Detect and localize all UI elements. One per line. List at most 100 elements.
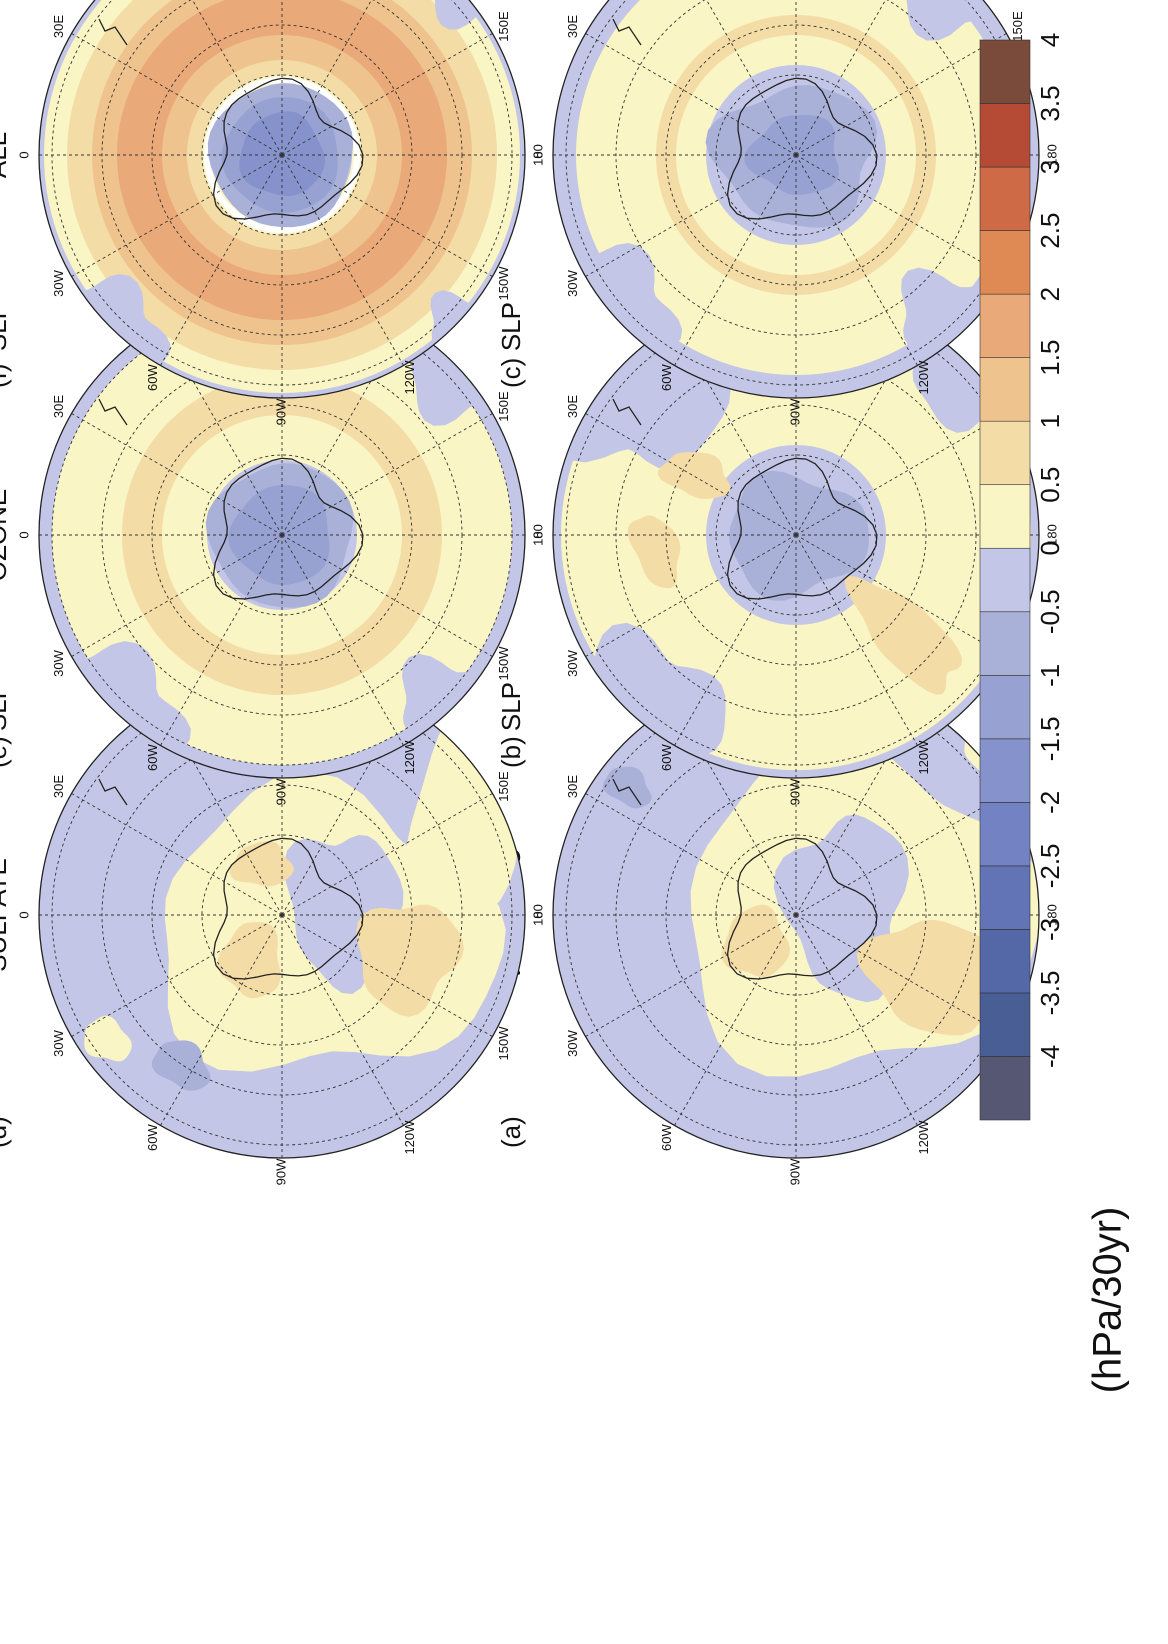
units-label: (hPa/30yr) bbox=[1086, 1207, 1130, 1394]
longitude-label: 120W bbox=[916, 360, 931, 395]
field-anomaly bbox=[844, 576, 963, 695]
colorbar-tick-label: -0.5 bbox=[1035, 589, 1065, 634]
longitude-label: 60W bbox=[659, 363, 674, 390]
colorbar-tick-label: -4 bbox=[1035, 1045, 1065, 1068]
panel-title: OZONE bbox=[0, 489, 12, 581]
field-anomaly bbox=[627, 515, 681, 589]
meridian-line bbox=[281, 154, 493, 277]
panel-b: 150E120E90E60E30E030W60W90W120W150W180(b… bbox=[496, 266, 1060, 805]
longitude-label: 120W bbox=[916, 1120, 931, 1155]
longitude-label: 150E bbox=[1010, 11, 1025, 42]
colorbar-tick-label: -3 bbox=[1035, 918, 1065, 941]
longitude-label: 150E bbox=[496, 11, 511, 42]
colorbar-tick-label: -3.5 bbox=[1035, 971, 1065, 1016]
field-anomaly bbox=[728, 470, 869, 601]
meridian-line bbox=[71, 33, 283, 156]
colorbar-swatch bbox=[979, 929, 1031, 994]
colorbar-tick-label: 3.5 bbox=[1035, 85, 1065, 121]
meridian-line bbox=[674, 154, 797, 366]
field-anomaly bbox=[356, 904, 464, 1017]
longitude-label: 180 bbox=[530, 904, 545, 926]
meridian-line bbox=[281, 324, 404, 536]
longitude-label: 150W bbox=[496, 646, 511, 681]
meridian-line bbox=[281, 154, 404, 366]
longitude-label: 30E bbox=[51, 15, 66, 38]
panel-a: 150E120E90E60E30E030W60W90W120W150W180(a… bbox=[496, 646, 1060, 1185]
colorbar-tick-label: 1 bbox=[1035, 414, 1065, 428]
meridian-line bbox=[160, 0, 283, 156]
latitude-circle bbox=[151, 784, 413, 1046]
colorbar: -4 -3.5 -3 -2.5 -2 -1.5 -1 -0.5 0 0.5 1 1.5 2 2.5 3 3.5… bbox=[979, 33, 1065, 1121]
longitude-label: 60W bbox=[659, 1123, 674, 1150]
field-anomaly bbox=[744, 115, 839, 196]
colorbar-tick-label: 0 bbox=[1035, 541, 1065, 555]
longitude-label: 90W bbox=[787, 778, 802, 805]
meridian-line bbox=[160, 324, 283, 536]
panel-letter: (b) bbox=[496, 736, 526, 768]
longitude-label: 120W bbox=[402, 740, 417, 775]
field-band bbox=[576, 0, 1016, 375]
meridian-line bbox=[795, 413, 1007, 536]
longitude-label: 180 bbox=[1044, 904, 1059, 926]
longitude-label: 0 bbox=[530, 151, 545, 158]
longitude-label: 180 bbox=[1044, 524, 1059, 546]
longitude-label: 30E bbox=[565, 15, 580, 38]
panel-variable: SLP bbox=[496, 682, 526, 731]
longitude-label: 90W bbox=[787, 398, 802, 425]
meridian-line bbox=[795, 0, 918, 156]
longitude-label: 180 bbox=[1044, 144, 1059, 166]
new-zealand-coastline bbox=[612, 398, 642, 426]
meridian-line bbox=[281, 413, 493, 536]
colorbar-tick-label: 2 bbox=[1035, 287, 1065, 301]
panel-letter: (d) bbox=[0, 1116, 12, 1148]
longitude-label: 30W bbox=[51, 1029, 66, 1056]
meridian-line bbox=[281, 704, 404, 916]
panel-field bbox=[553, 672, 1039, 1158]
meridian-line bbox=[585, 33, 797, 156]
meridian-line bbox=[795, 33, 1007, 156]
latitude-circle bbox=[151, 24, 413, 286]
latitude-circle bbox=[665, 24, 927, 286]
longitude-label: 180 bbox=[530, 524, 545, 546]
panel-border bbox=[552, 0, 1040, 399]
longitude-label: 90W bbox=[787, 1158, 802, 1185]
new-zealand-coastline bbox=[98, 18, 128, 46]
meridian-line bbox=[71, 534, 283, 657]
panel-field bbox=[39, 0, 525, 398]
colorbar-swatch bbox=[979, 357, 1031, 422]
meridian-line bbox=[795, 914, 918, 1126]
panel-letter: (a) bbox=[496, 1116, 526, 1148]
meridian-line bbox=[795, 324, 918, 536]
colorbar-tick-label: 3 bbox=[1035, 160, 1065, 174]
longitude-label: 30W bbox=[51, 269, 66, 296]
meridian-line bbox=[585, 534, 797, 657]
longitude-label: 120W bbox=[402, 360, 417, 395]
colorbar-tick-label: 0.5 bbox=[1035, 467, 1065, 503]
panel-letter: (f) bbox=[0, 363, 12, 388]
longitude-label: 180 bbox=[530, 144, 545, 166]
meridian-line bbox=[674, 0, 797, 156]
meridian-line bbox=[281, 534, 493, 657]
meridian-line bbox=[71, 914, 283, 1037]
longitude-label: 60W bbox=[145, 363, 160, 390]
panel-field bbox=[553, 0, 1039, 398]
colorbar-swatch bbox=[979, 293, 1031, 358]
field-anomaly bbox=[721, 904, 790, 978]
colorbar-tick-label: -2 bbox=[1035, 791, 1065, 814]
longitude-label: 120W bbox=[402, 1120, 417, 1155]
longitude-label: 150W bbox=[496, 1026, 511, 1061]
meridian-line bbox=[795, 534, 918, 746]
meridian-line bbox=[795, 154, 1007, 277]
panel-letter: (e) bbox=[0, 736, 12, 768]
meridian-line bbox=[674, 704, 797, 916]
longitude-label: 150E bbox=[496, 771, 511, 802]
meridian-line bbox=[160, 534, 283, 746]
colorbar-swatch bbox=[979, 103, 1031, 168]
meridian-line bbox=[281, 534, 404, 746]
field-anomaly bbox=[657, 452, 731, 499]
panel-border bbox=[38, 0, 526, 399]
meridian-line bbox=[281, 793, 493, 916]
latitude-circle bbox=[665, 404, 927, 666]
longitude-label: 30W bbox=[51, 649, 66, 676]
longitude-label: 30E bbox=[51, 395, 66, 418]
